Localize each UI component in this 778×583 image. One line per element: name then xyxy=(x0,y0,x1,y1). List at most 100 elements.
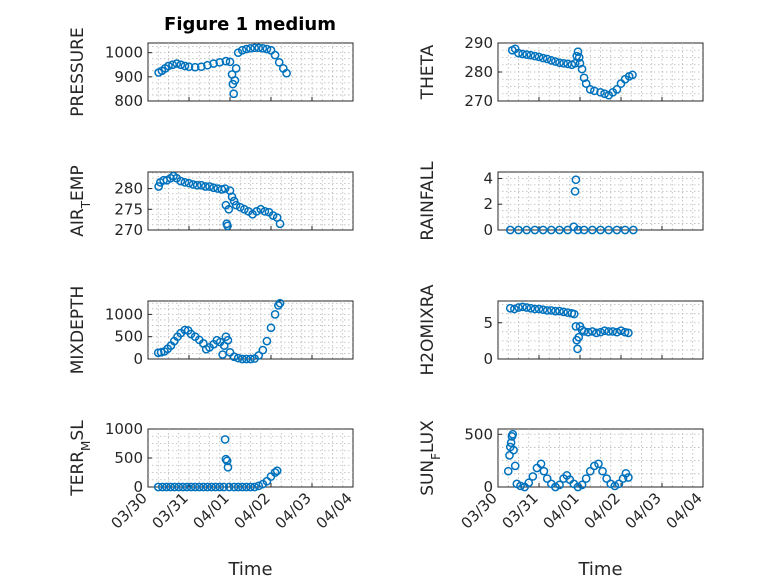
data-point xyxy=(612,225,622,235)
data-point xyxy=(209,183,218,193)
data-point xyxy=(574,332,584,342)
data-point xyxy=(555,58,564,68)
data-point xyxy=(628,225,638,235)
data-point xyxy=(526,303,536,313)
y-tick-label: 800 xyxy=(114,92,143,110)
data-point xyxy=(231,64,241,73)
data-point xyxy=(555,306,564,316)
data-point xyxy=(221,454,231,464)
subplot-2: 270 275 280 AIRTEMP xyxy=(68,165,354,239)
data-point xyxy=(222,456,232,466)
data-point xyxy=(242,44,251,54)
y-tick-label: 270 xyxy=(464,92,493,110)
data-point xyxy=(270,50,280,60)
data-point xyxy=(252,207,261,216)
y-tick-label: 2 xyxy=(483,195,493,213)
data-point xyxy=(270,310,280,319)
y-axis-label: SUNFLUX xyxy=(418,420,443,496)
x-tick-label: 04/04 xyxy=(313,489,356,532)
data-point xyxy=(573,344,582,354)
y-axis-label: AIRTEMP xyxy=(68,165,93,236)
y-tick-label: 4 xyxy=(483,169,493,187)
data-point xyxy=(590,86,599,96)
y-tick-label: 1000 xyxy=(105,305,143,323)
data-point xyxy=(570,186,580,196)
y-tick-label: 0 xyxy=(483,221,493,239)
data-point xyxy=(628,70,637,80)
data-point xyxy=(592,328,601,338)
x-axis-label: Time xyxy=(227,559,272,580)
data-point xyxy=(524,478,534,488)
data-point xyxy=(274,57,284,67)
data-point xyxy=(153,482,163,492)
data-point xyxy=(215,482,225,492)
data-point xyxy=(246,43,255,53)
x-axis-label: Time xyxy=(577,559,622,580)
data-point xyxy=(176,60,186,70)
data-point xyxy=(539,466,549,476)
data-point xyxy=(604,225,614,235)
data-point xyxy=(614,479,624,489)
data-point xyxy=(254,43,264,53)
x-tick-label: 04/04 xyxy=(663,489,706,532)
data-point xyxy=(166,482,175,492)
data-point xyxy=(594,459,603,469)
y-tick-label: 500 xyxy=(464,425,493,443)
data-point xyxy=(503,466,513,476)
data-point xyxy=(188,180,198,189)
data-point xyxy=(518,302,527,312)
data-point xyxy=(220,435,230,444)
y-axis-label: PRESSURE xyxy=(68,27,88,116)
data-point xyxy=(207,482,216,492)
data-point xyxy=(559,307,568,317)
data-point xyxy=(559,58,568,68)
data-point xyxy=(573,225,583,235)
data-point xyxy=(538,225,548,235)
data-point xyxy=(242,482,251,492)
data-point xyxy=(221,56,231,66)
data-point xyxy=(509,445,518,455)
subplot-3: 0 2 4 RAINFALL xyxy=(418,161,704,241)
x-tick-label: 04/01 xyxy=(540,489,583,532)
data-point xyxy=(505,225,515,235)
y-tick-label: 900 xyxy=(114,68,143,86)
data-point xyxy=(190,62,200,72)
data-point xyxy=(223,462,233,472)
data-point xyxy=(270,468,280,477)
data-point xyxy=(579,225,589,235)
data-point xyxy=(225,57,235,67)
data-point xyxy=(596,87,605,97)
data-point xyxy=(233,482,243,492)
data-point xyxy=(608,327,618,336)
subplot-4: 0 500 1000 MIXDEPTH xyxy=(68,286,354,374)
y-axis-label: THETA xyxy=(418,44,438,100)
data-point xyxy=(574,53,584,62)
x-tick-label: 03/30 xyxy=(458,489,501,532)
data-point xyxy=(587,225,597,235)
data-point xyxy=(596,225,605,235)
data-point xyxy=(505,451,514,460)
data-point xyxy=(590,461,599,471)
data-point xyxy=(538,305,548,315)
data-point xyxy=(229,196,239,206)
data-point xyxy=(505,303,515,313)
x-tick-label: 03/31 xyxy=(149,489,192,532)
data-point xyxy=(168,60,177,70)
data-point xyxy=(158,482,167,492)
data-point xyxy=(514,48,523,58)
data-point xyxy=(575,58,585,68)
data-point xyxy=(268,211,278,220)
data-point xyxy=(577,480,587,490)
data-point xyxy=(508,429,518,439)
data-point xyxy=(546,225,556,235)
y-axis-label: TERRMSL xyxy=(68,420,93,497)
y-tick-label: 5 xyxy=(483,314,493,332)
data-point xyxy=(260,207,270,216)
data-point xyxy=(600,326,609,336)
x-tick-label: 04/02 xyxy=(231,489,274,532)
data-point xyxy=(536,459,546,469)
data-point xyxy=(612,327,622,337)
data-point xyxy=(577,64,587,74)
data-point xyxy=(534,52,544,62)
data-point xyxy=(170,482,179,492)
